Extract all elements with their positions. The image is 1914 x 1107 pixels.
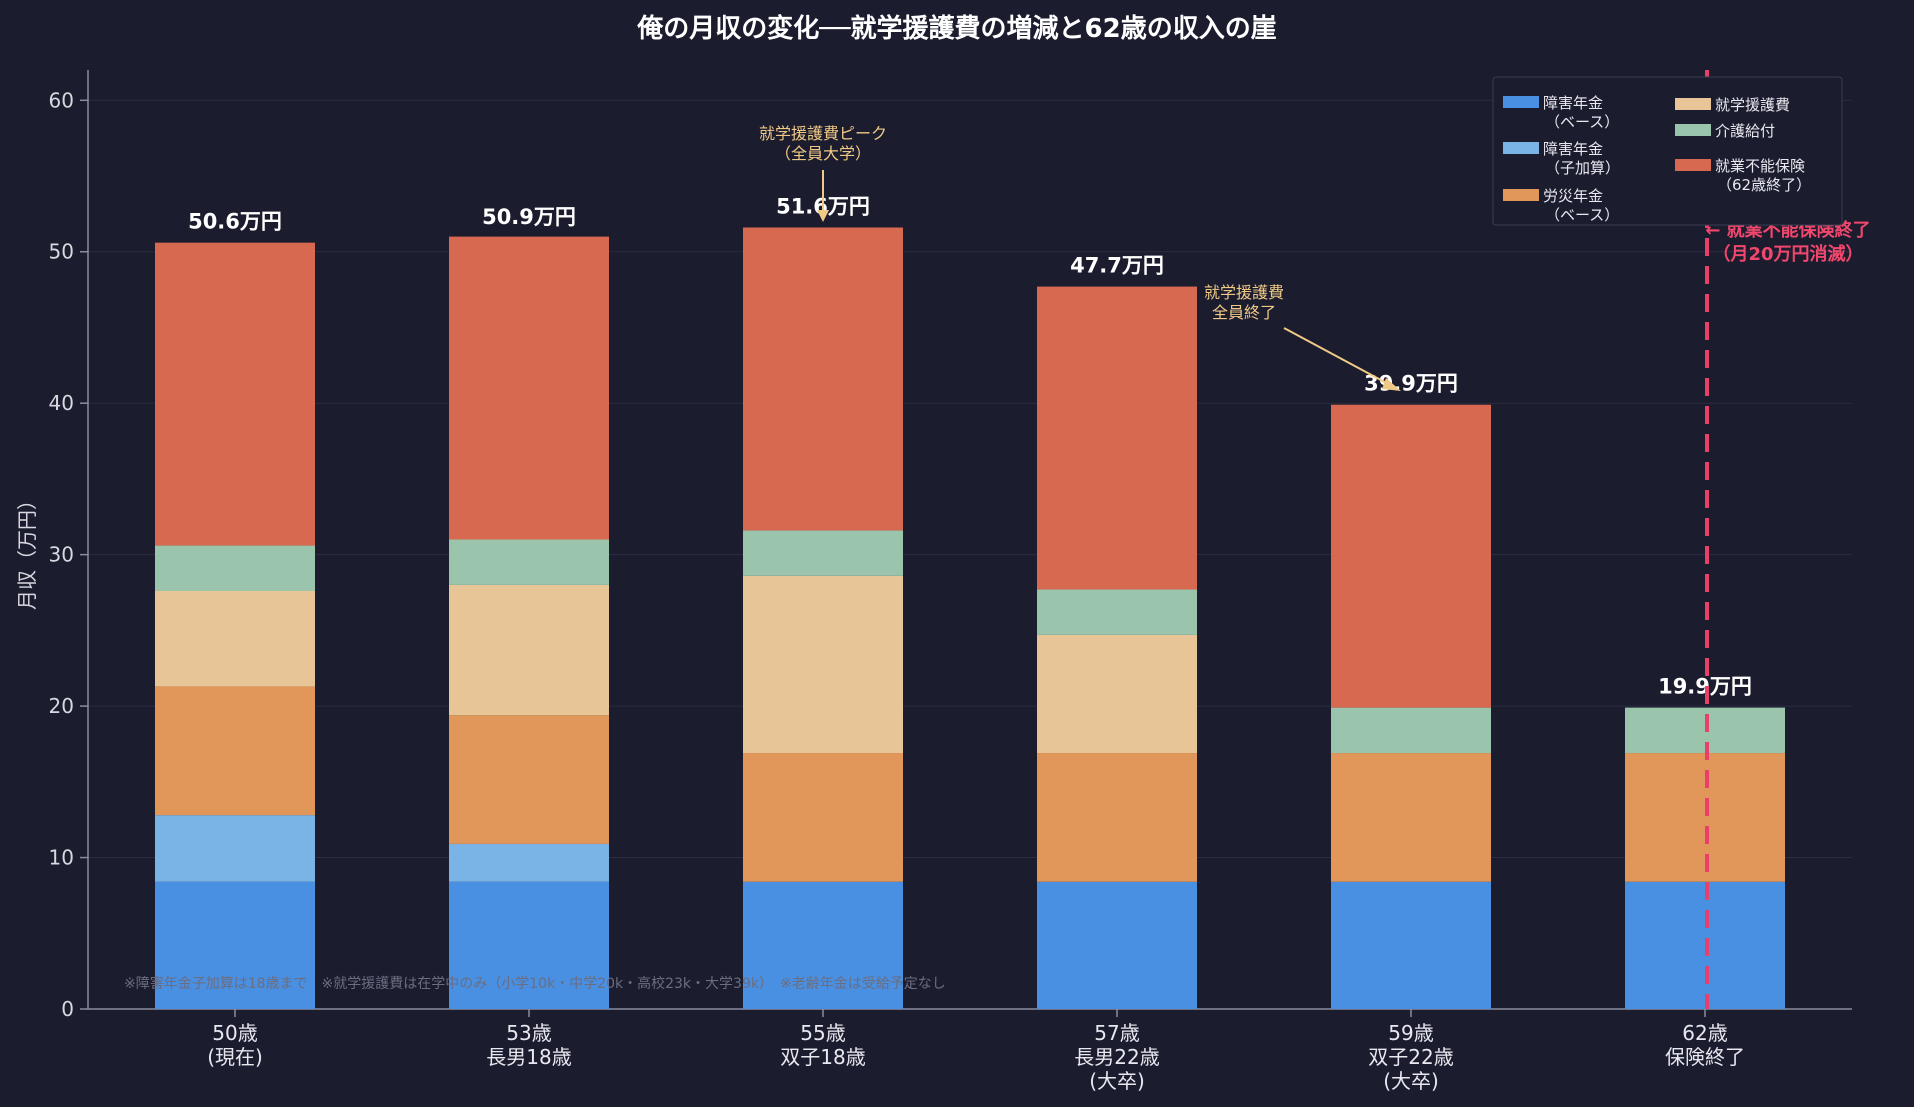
y-axis-label: 月収（万円） [15, 490, 39, 610]
y-tick-label: 40 [49, 391, 74, 415]
legend-label: （ベース） [1545, 113, 1619, 131]
bar-segment [155, 815, 315, 882]
x-tick-label: (現在) [207, 1045, 263, 1069]
x-tick-label: (大卒) [1089, 1069, 1145, 1093]
bar-segment [743, 881, 903, 1009]
bar-segment [743, 227, 903, 531]
bar-segment [1037, 286, 1197, 590]
total-label: 39.9万円 [1364, 372, 1458, 396]
legend-swatch [1675, 98, 1711, 110]
x-tick-label: 保険終了 [1665, 1045, 1745, 1069]
y-tick-label: 10 [49, 846, 74, 870]
annotation-end-arrow [1283, 327, 1393, 387]
y-tick-label: 50 [49, 240, 74, 264]
annotation-end-arrowhead [1382, 378, 1401, 391]
total-label: 50.6万円 [188, 210, 282, 234]
legend-label: 労災年金 [1543, 187, 1603, 205]
legend-label: （子加算） [1545, 159, 1620, 177]
x-tick-label: 59歳 [1388, 1021, 1433, 1045]
bar-segment [449, 715, 609, 844]
legend-label: （ベース） [1545, 206, 1619, 224]
bar-segment [1037, 634, 1197, 754]
bar-segment [743, 753, 903, 882]
legend-label: （62歳終了） [1717, 176, 1811, 194]
y-tick-label: 30 [49, 543, 74, 567]
chart-title: 俺の月収の変化──就学援護費の増減と62歳の収入の崖 [636, 13, 1277, 44]
bar-segment [155, 545, 315, 591]
legend-swatch [1675, 124, 1711, 136]
bar-segment [1037, 881, 1197, 1009]
x-tick-label: 62歳 [1682, 1021, 1727, 1045]
annotation-peak: （全員大学） [775, 144, 871, 163]
legend-frame [1492, 76, 1843, 226]
bar-segment [155, 242, 315, 546]
bar-segment [155, 686, 315, 816]
legend-swatch [1503, 142, 1539, 154]
legend-swatch [1503, 189, 1539, 201]
annotation-end: 就学援護費 [1204, 283, 1284, 302]
plot-area: 0 10 20 30 40 50 60 50.6万円 50歳(現在) 50.9万円 53歳長男18歳… [49, 70, 1871, 1093]
bar-segment [1331, 707, 1491, 754]
legend-label: 障害年金 [1543, 94, 1603, 112]
bar-segment [449, 584, 609, 716]
bar-segment [155, 590, 315, 687]
bar-segment [155, 881, 315, 1009]
x-tick-label: 双子18歳 [780, 1045, 865, 1069]
x-tick-label: 53歳 [506, 1021, 551, 1045]
bar-segment [1331, 753, 1491, 882]
bar-segment [1037, 753, 1197, 882]
x-tick-label: 双子22歳 [1368, 1045, 1453, 1069]
bar-segment [449, 236, 609, 540]
footnote: ※障害年金子加算は18歳まで ※就学援護費は在学中のみ（小学10k・中学20k・… [124, 975, 946, 992]
annotation-peak-arrowhead [817, 210, 829, 222]
x-tick-label: 50歳 [212, 1021, 257, 1045]
bar-segment [449, 539, 609, 585]
legend-swatch [1675, 159, 1711, 171]
bar-segment [1331, 881, 1491, 1009]
y-tick-label: 60 [49, 88, 74, 112]
bar-segment [743, 530, 903, 576]
legend: 障害年金（ベース）障害年金（子加算）労災年金（ベース）就学援護費介護給付就業不能… [1492, 76, 1843, 226]
bar-segment [1037, 589, 1197, 635]
bar-segment [1331, 404, 1491, 708]
total-label: 47.7万円 [1070, 254, 1164, 278]
annotation-insurance: （月20万円消滅） [1712, 243, 1863, 265]
annotation-peak: 就学援護費ピーク [759, 124, 887, 143]
bar-segment [743, 575, 903, 754]
y-tick-label: 0 [61, 997, 74, 1021]
total-label: 50.9万円 [482, 205, 576, 229]
x-tick-label: (大卒) [1383, 1069, 1439, 1093]
x-tick-label: 長男18歳 [486, 1045, 571, 1069]
y-tick-label: 20 [49, 694, 74, 718]
x-tick-label: 57歳 [1094, 1021, 1139, 1045]
legend-label: 障害年金 [1543, 140, 1603, 158]
legend-label: 就学援護費 [1715, 96, 1790, 114]
bar-segment [449, 843, 609, 882]
bar-segment [449, 881, 609, 1009]
legend-label: 介護給付 [1715, 122, 1775, 140]
legend-swatch [1503, 96, 1539, 108]
annotation-end: 全員終了 [1212, 303, 1276, 322]
x-tick-label: 長男22歳 [1074, 1045, 1159, 1069]
x-tick-label: 55歳 [800, 1021, 845, 1045]
legend-label: 就業不能保険 [1715, 157, 1805, 175]
